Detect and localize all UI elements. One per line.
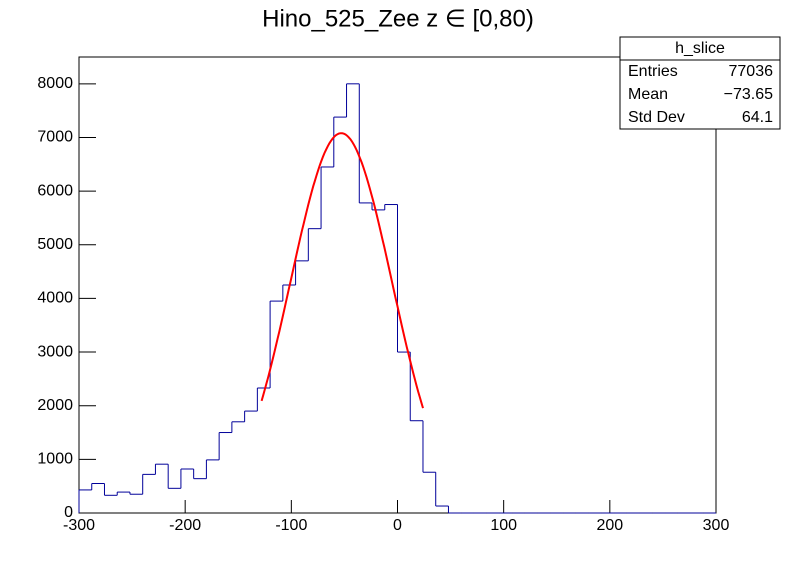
y-tick-label: 5000 (37, 236, 73, 253)
y-tick-label: 3000 (37, 343, 73, 360)
stats-label: Mean (628, 86, 668, 103)
x-tick-label: -100 (275, 517, 307, 534)
x-tick-label: -300 (63, 517, 95, 534)
fit-curve (260, 132, 424, 409)
stats-box: h_slice (619, 36, 781, 130)
stats-value: 77036 (729, 63, 774, 80)
x-tick-label: 100 (490, 517, 517, 534)
x-tick-label: 0 (393, 517, 402, 534)
y-tick-label: 2000 (37, 397, 73, 414)
stats-title: h_slice (675, 40, 725, 57)
x-tick-label: 200 (596, 517, 623, 534)
stats-value: 64.1 (742, 109, 773, 126)
y-tick-label: 4000 (37, 290, 73, 307)
stats-frame (619, 36, 781, 130)
y-tick-label: 7000 (37, 129, 73, 146)
stats-label: Std Dev (628, 109, 685, 126)
y-tick-label: 1000 (37, 451, 73, 468)
x-tick-label: 300 (703, 517, 730, 534)
chart-title: Hino_525_Zee z ∈ [0,80) (262, 5, 534, 32)
y-tick-label: 8000 (37, 75, 73, 92)
stats-value: −73.65 (724, 86, 773, 103)
y-tick-label: 6000 (37, 182, 73, 199)
y-tick-label: 0 (64, 504, 73, 521)
stats-label: Entries (628, 63, 678, 80)
x-tick-label: -200 (169, 517, 201, 534)
